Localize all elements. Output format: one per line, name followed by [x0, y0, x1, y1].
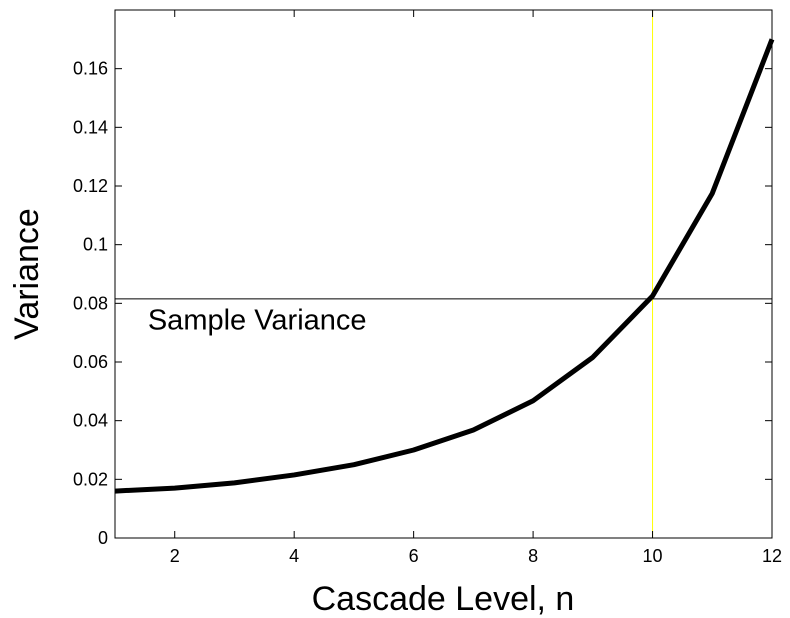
x-axis-title: Cascade Level, n	[312, 580, 575, 618]
annotation-layer: Sample Variance	[148, 305, 367, 337]
y-tick-label: 0.08	[73, 293, 108, 313]
data-point	[532, 400, 534, 402]
plot-area	[115, 10, 772, 538]
data-point	[472, 429, 474, 431]
y-tick-label: 0	[98, 528, 108, 548]
y-tick-label: 0.14	[73, 117, 108, 137]
x-tick-label: 10	[643, 546, 663, 566]
data-point	[353, 464, 355, 466]
x-tick-label: 2	[170, 546, 180, 566]
x-axis-ticks: 2 4 6 8 10 12	[170, 10, 782, 566]
data-point	[293, 474, 295, 476]
y-tick-label: 0.12	[73, 176, 108, 196]
y-axis-title: Variance	[8, 208, 46, 340]
y-tick-label: 0.1	[83, 235, 108, 255]
sample-variance-label: Sample Variance	[148, 305, 367, 337]
data-point	[233, 482, 235, 484]
plot-frame	[114, 9, 773, 539]
y-tick-label: 0.04	[73, 411, 108, 431]
data-point	[174, 487, 176, 489]
x-tick-label: 4	[289, 546, 299, 566]
data-point	[592, 356, 594, 358]
data-point	[652, 295, 654, 297]
x-tick-label: 6	[409, 546, 419, 566]
reference-lines	[115, 10, 772, 538]
series-line	[114, 38, 775, 494]
y-tick-label: 0.06	[73, 352, 108, 372]
x-tick-label: 8	[528, 546, 538, 566]
x-tick-label: 12	[762, 546, 782, 566]
y-tick-label: 0.02	[73, 469, 108, 489]
y-axis-ticks: 0 0.02 0.04 0.06 0.08 0.1 0.12 0.14 0.16	[73, 59, 772, 548]
y-tick-label: 0.16	[73, 59, 108, 79]
data-point	[413, 449, 415, 451]
data-point	[711, 192, 713, 194]
